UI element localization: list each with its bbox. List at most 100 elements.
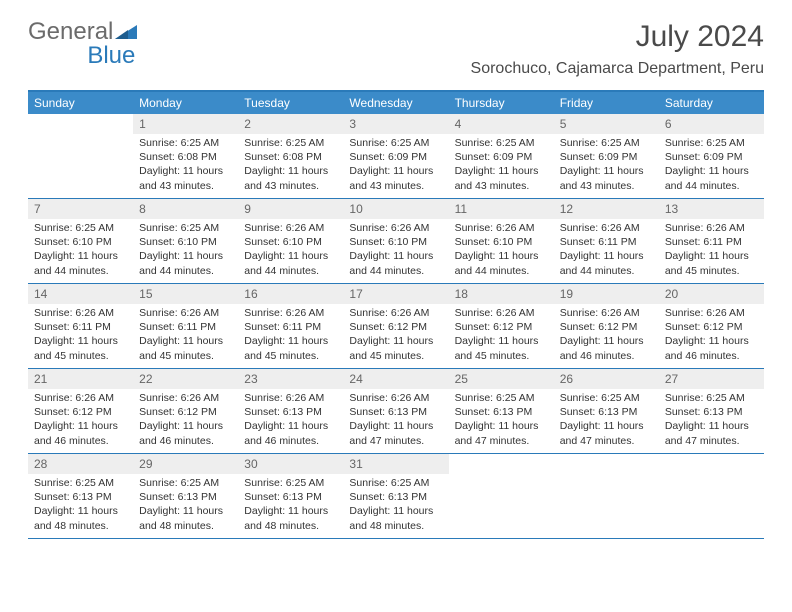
sunset-text: Sunset: 6:09 PM — [455, 150, 548, 164]
day-info: Sunrise: 6:26 AMSunset: 6:11 PMDaylight:… — [554, 219, 659, 282]
daylight-text: Daylight: 11 hours and 46 minutes. — [139, 419, 232, 447]
daylight-text: Daylight: 11 hours and 45 minutes. — [34, 334, 127, 362]
sunset-text: Sunset: 6:11 PM — [665, 235, 758, 249]
week-row: 14Sunrise: 6:26 AMSunset: 6:11 PMDayligh… — [28, 284, 764, 369]
week-row: 21Sunrise: 6:26 AMSunset: 6:12 PMDayligh… — [28, 369, 764, 454]
sunset-text: Sunset: 6:13 PM — [455, 405, 548, 419]
day-cell: 15Sunrise: 6:26 AMSunset: 6:11 PMDayligh… — [133, 284, 238, 368]
sunset-text: Sunset: 6:08 PM — [139, 150, 232, 164]
sunrise-text: Sunrise: 6:25 AM — [34, 221, 127, 235]
sunset-text: Sunset: 6:12 PM — [139, 405, 232, 419]
sunset-text: Sunset: 6:13 PM — [139, 490, 232, 504]
month-title: July 2024 — [471, 20, 764, 54]
daylight-text: Daylight: 11 hours and 43 minutes. — [455, 164, 548, 192]
sunrise-text: Sunrise: 6:26 AM — [244, 306, 337, 320]
day-number: 20 — [659, 284, 764, 304]
day-number — [449, 454, 554, 474]
sunrise-text: Sunrise: 6:26 AM — [34, 391, 127, 405]
day-number: 17 — [343, 284, 448, 304]
day-cell: 25Sunrise: 6:25 AMSunset: 6:13 PMDayligh… — [449, 369, 554, 453]
day-cell: 12Sunrise: 6:26 AMSunset: 6:11 PMDayligh… — [554, 199, 659, 283]
sunrise-text: Sunrise: 6:25 AM — [244, 136, 337, 150]
day-number: 14 — [28, 284, 133, 304]
sunset-text: Sunset: 6:11 PM — [139, 320, 232, 334]
weekday-header-row: Sunday Monday Tuesday Wednesday Thursday… — [28, 92, 764, 114]
sunset-text: Sunset: 6:10 PM — [34, 235, 127, 249]
day-cell: 5Sunrise: 6:25 AMSunset: 6:09 PMDaylight… — [554, 114, 659, 198]
sunrise-text: Sunrise: 6:25 AM — [349, 136, 442, 150]
day-number: 27 — [659, 369, 764, 389]
day-info: Sunrise: 6:25 AMSunset: 6:13 PMDaylight:… — [449, 389, 554, 452]
day-number: 25 — [449, 369, 554, 389]
day-cell: 3Sunrise: 6:25 AMSunset: 6:09 PMDaylight… — [343, 114, 448, 198]
day-number: 7 — [28, 199, 133, 219]
sunrise-text: Sunrise: 6:25 AM — [244, 476, 337, 490]
sunset-text: Sunset: 6:12 PM — [34, 405, 127, 419]
daylight-text: Daylight: 11 hours and 48 minutes. — [139, 504, 232, 532]
location-subtitle: Sorochuco, Cajamarca Department, Peru — [471, 60, 764, 78]
sunrise-text: Sunrise: 6:25 AM — [665, 136, 758, 150]
sunrise-text: Sunrise: 6:26 AM — [455, 306, 548, 320]
day-cell: 21Sunrise: 6:26 AMSunset: 6:12 PMDayligh… — [28, 369, 133, 453]
sunset-text: Sunset: 6:13 PM — [560, 405, 653, 419]
day-number: 30 — [238, 454, 343, 474]
daylight-text: Daylight: 11 hours and 48 minutes. — [349, 504, 442, 532]
daylight-text: Daylight: 11 hours and 44 minutes. — [34, 249, 127, 277]
day-info: Sunrise: 6:26 AMSunset: 6:12 PMDaylight:… — [133, 389, 238, 452]
week-row: 7Sunrise: 6:25 AMSunset: 6:10 PMDaylight… — [28, 199, 764, 284]
brand-part2: Blue — [87, 44, 135, 68]
day-cell: 2Sunrise: 6:25 AMSunset: 6:08 PMDaylight… — [238, 114, 343, 198]
day-number: 4 — [449, 114, 554, 134]
day-info: Sunrise: 6:25 AMSunset: 6:09 PMDaylight:… — [659, 134, 764, 197]
sunrise-text: Sunrise: 6:26 AM — [139, 391, 232, 405]
sunset-text: Sunset: 6:10 PM — [455, 235, 548, 249]
day-number — [659, 454, 764, 474]
day-info: Sunrise: 6:26 AMSunset: 6:12 PMDaylight:… — [554, 304, 659, 367]
daylight-text: Daylight: 11 hours and 48 minutes. — [34, 504, 127, 532]
day-number: 15 — [133, 284, 238, 304]
day-info: Sunrise: 6:26 AMSunset: 6:10 PMDaylight:… — [343, 219, 448, 282]
day-info: Sunrise: 6:25 AMSunset: 6:10 PMDaylight:… — [28, 219, 133, 282]
day-info: Sunrise: 6:26 AMSunset: 6:11 PMDaylight:… — [238, 304, 343, 367]
daylight-text: Daylight: 11 hours and 47 minutes. — [349, 419, 442, 447]
day-number: 11 — [449, 199, 554, 219]
day-info: Sunrise: 6:26 AMSunset: 6:12 PMDaylight:… — [28, 389, 133, 452]
day-info: Sunrise: 6:26 AMSunset: 6:10 PMDaylight:… — [238, 219, 343, 282]
week-row: 28Sunrise: 6:25 AMSunset: 6:13 PMDayligh… — [28, 454, 764, 539]
day-number — [554, 454, 659, 474]
day-number: 28 — [28, 454, 133, 474]
sunset-text: Sunset: 6:13 PM — [34, 490, 127, 504]
day-number: 18 — [449, 284, 554, 304]
day-number: 9 — [238, 199, 343, 219]
day-cell: 29Sunrise: 6:25 AMSunset: 6:13 PMDayligh… — [133, 454, 238, 538]
sunset-text: Sunset: 6:11 PM — [34, 320, 127, 334]
daylight-text: Daylight: 11 hours and 45 minutes. — [244, 334, 337, 362]
daylight-text: Daylight: 11 hours and 43 minutes. — [139, 164, 232, 192]
day-info: Sunrise: 6:25 AMSunset: 6:13 PMDaylight:… — [133, 474, 238, 537]
day-cell — [449, 454, 554, 538]
week-row: 1Sunrise: 6:25 AMSunset: 6:08 PMDaylight… — [28, 114, 764, 199]
sunrise-text: Sunrise: 6:26 AM — [34, 306, 127, 320]
daylight-text: Daylight: 11 hours and 45 minutes. — [349, 334, 442, 362]
weekday-header: Friday — [554, 92, 659, 114]
day-number: 24 — [343, 369, 448, 389]
sunset-text: Sunset: 6:13 PM — [244, 490, 337, 504]
day-info: Sunrise: 6:25 AMSunset: 6:08 PMDaylight:… — [238, 134, 343, 197]
day-number: 3 — [343, 114, 448, 134]
sunrise-text: Sunrise: 6:26 AM — [139, 306, 232, 320]
sunset-text: Sunset: 6:12 PM — [560, 320, 653, 334]
weekday-header: Saturday — [659, 92, 764, 114]
calendar-table: Sunday Monday Tuesday Wednesday Thursday… — [28, 90, 764, 539]
day-cell: 9Sunrise: 6:26 AMSunset: 6:10 PMDaylight… — [238, 199, 343, 283]
daylight-text: Daylight: 11 hours and 44 minutes. — [244, 249, 337, 277]
day-info: Sunrise: 6:25 AMSunset: 6:08 PMDaylight:… — [133, 134, 238, 197]
day-cell — [554, 454, 659, 538]
day-info: Sunrise: 6:25 AMSunset: 6:09 PMDaylight:… — [554, 134, 659, 197]
daylight-text: Daylight: 11 hours and 46 minutes. — [665, 334, 758, 362]
title-block: July 2024 Sorochuco, Cajamarca Departmen… — [471, 20, 764, 78]
day-number: 10 — [343, 199, 448, 219]
sunset-text: Sunset: 6:13 PM — [244, 405, 337, 419]
day-info: Sunrise: 6:26 AMSunset: 6:12 PMDaylight:… — [343, 304, 448, 367]
sunrise-text: Sunrise: 6:26 AM — [349, 306, 442, 320]
sunrise-text: Sunrise: 6:25 AM — [455, 391, 548, 405]
